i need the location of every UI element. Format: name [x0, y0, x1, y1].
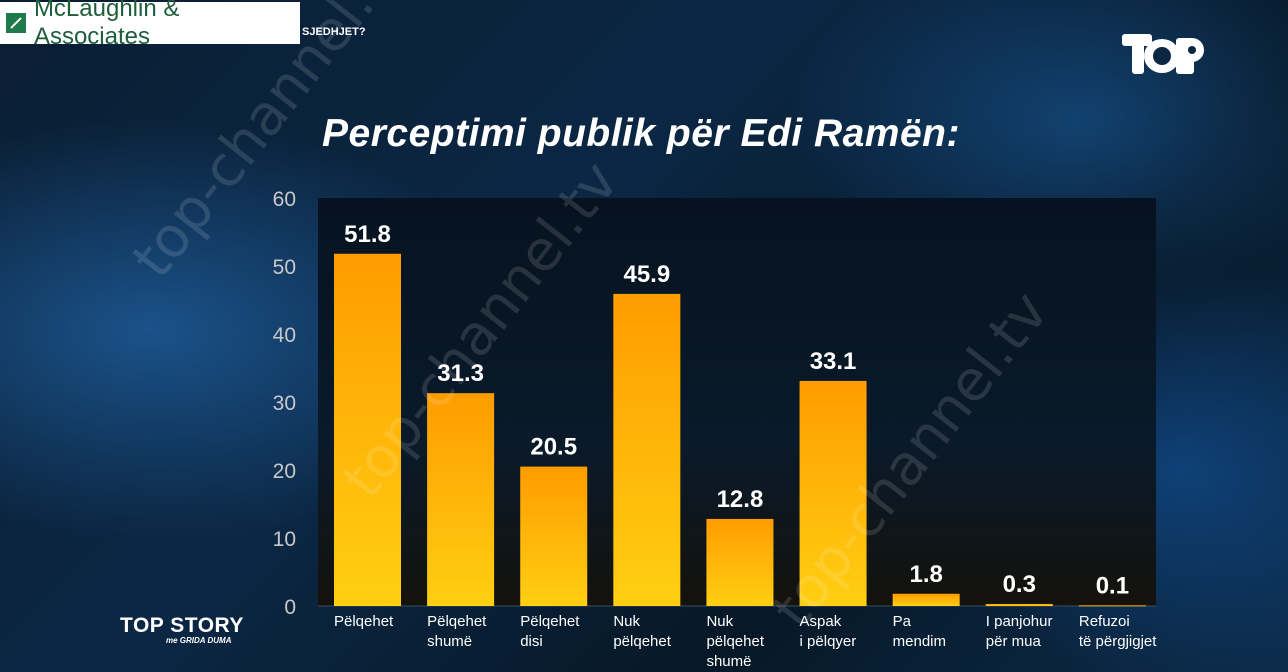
x-axis-labels: Pëlqehet Pëlqehet shumë Pëlqehet disi Nuk pëlq… — [334, 613, 1157, 670]
bar — [892, 593, 960, 606]
x-tick-label: Nuk pëlqehet — [613, 613, 671, 650]
y-tick-label: 30 — [273, 392, 296, 415]
y-tick-label: 50 — [273, 256, 296, 279]
value-labels: 51.8 31.3 20.5 45.9 12.8 33.1 1.8 0.3 0.1 — [344, 221, 1129, 600]
bar-value-label: 1.8 — [909, 561, 942, 588]
bar — [613, 293, 681, 606]
bar — [427, 393, 495, 606]
mclaughlin-logo: McLaughlin & Associates — [0, 0, 300, 50]
chart-title: Perceptimi publik për Edi Ramën: — [322, 112, 960, 155]
bar — [985, 603, 1053, 606]
y-tick-label: 40 — [273, 324, 296, 347]
top-channel-logo — [1120, 30, 1206, 82]
x-tick-label: Pëlqehet shumë — [427, 613, 487, 650]
bar-value-label: 0.1 — [1096, 572, 1129, 599]
show-name: TOP STORY — [120, 614, 244, 637]
x-tick-label: Refuzoi të përgjigjet — [1079, 613, 1157, 650]
y-tick-label: 60 — [273, 188, 296, 211]
bar — [520, 466, 588, 606]
pollster-name: McLaughlin & Associates — [33, 0, 180, 50]
bar — [334, 253, 401, 606]
y-tick-label: 20 — [273, 460, 296, 483]
bar-value-label: 51.8 — [344, 221, 391, 248]
bar — [799, 380, 867, 606]
question-snippet: SJEDHJET? — [302, 26, 366, 38]
bar-value-label: 33.1 — [810, 348, 857, 375]
y-tick-label: 0 — [284, 596, 296, 619]
top-story-logo: TOP STORY me GRIDA DUMA — [120, 614, 244, 645]
bar-value-label: 31.3 — [437, 360, 484, 387]
x-tick-label: Pa mendim — [893, 613, 946, 650]
bar-value-label: 20.5 — [530, 434, 577, 461]
x-tick-label: Aspak i pëlqyer — [800, 613, 857, 650]
bar — [1078, 605, 1146, 607]
x-tick-label: Pëlqehet disi — [520, 613, 580, 650]
bar — [706, 518, 774, 606]
bars — [334, 253, 1146, 607]
bar-value-label: 12.8 — [717, 486, 764, 513]
x-tick-label: Nuk pëlqehet shumë — [706, 613, 764, 670]
mclaughlin-logo-icon — [6, 13, 26, 33]
show-host: me GRIDA DUMA — [166, 636, 232, 645]
bar-value-label: 0.3 — [1003, 571, 1036, 598]
x-tick-label: I panjohur për mua — [986, 613, 1053, 650]
y-axis: 0 10 20 30 40 50 60 — [273, 188, 296, 619]
bar-value-label: 45.9 — [623, 261, 670, 288]
y-tick-label: 10 — [273, 528, 296, 551]
x-tick-label: Pëlqehet — [334, 613, 394, 630]
